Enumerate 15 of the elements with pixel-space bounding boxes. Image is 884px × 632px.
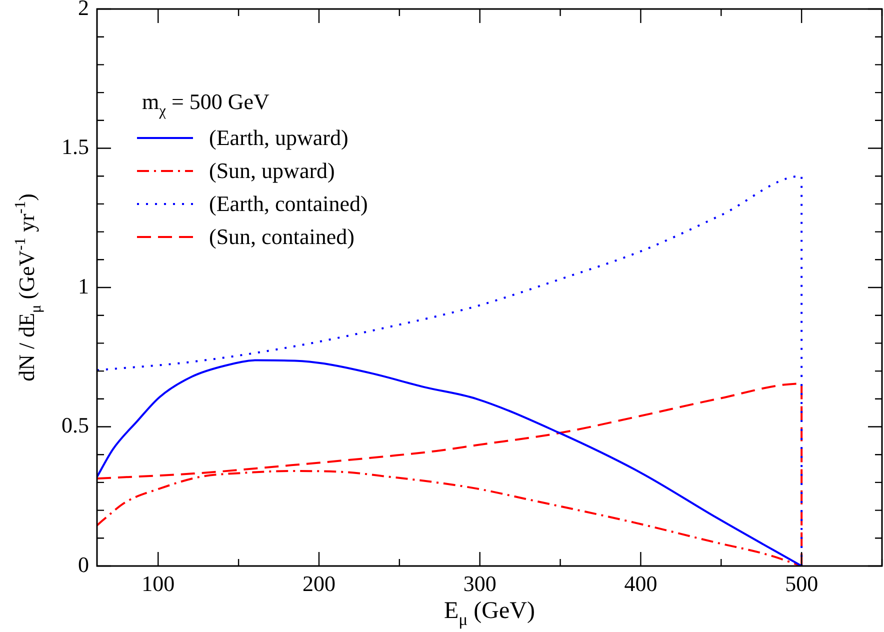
legend-label: (Sun, contained) — [209, 224, 354, 249]
y-tick-label: 1.5 — [62, 134, 89, 160]
legend-label: (Earth, upward) — [209, 125, 348, 150]
x-tick-label: 200 — [302, 570, 336, 596]
y-tick-label: 0 — [78, 552, 89, 577]
y-tick-label: 0.5 — [62, 412, 89, 438]
x-tick-label: 300 — [463, 570, 496, 596]
legend-label: (Earth, contained) — [209, 191, 368, 216]
y-tick-label: 1 — [78, 273, 89, 298]
x-tick-label: 500 — [785, 570, 818, 596]
x-tick-label: 100 — [142, 570, 175, 596]
y-axis-title: dN / dEμ (GeV-1 yr-1) — [12, 194, 45, 382]
x-tick-label: 400 — [624, 570, 658, 596]
y-tick-label: 2 — [78, 0, 89, 20]
legend-label: (Sun, upward) — [209, 158, 335, 183]
